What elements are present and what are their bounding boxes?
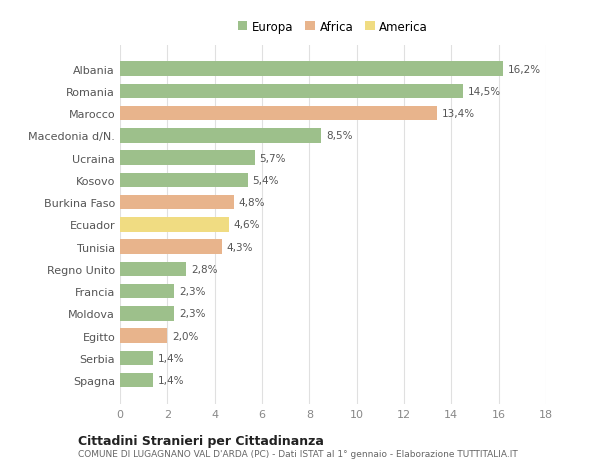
Text: 8,5%: 8,5% <box>326 131 352 141</box>
Text: 2,3%: 2,3% <box>179 309 206 319</box>
Bar <box>120 62 503 77</box>
Bar <box>120 129 321 143</box>
Bar <box>120 151 255 166</box>
Text: 4,6%: 4,6% <box>233 220 260 230</box>
Bar <box>120 240 222 254</box>
Bar <box>120 262 186 277</box>
Text: 2,3%: 2,3% <box>179 286 206 297</box>
Text: 2,0%: 2,0% <box>172 331 199 341</box>
Bar <box>120 307 175 321</box>
Legend: Europa, Africa, America: Europa, Africa, America <box>233 16 433 39</box>
Text: 1,4%: 1,4% <box>158 375 184 386</box>
Bar <box>120 329 167 343</box>
Text: 13,4%: 13,4% <box>442 109 475 119</box>
Bar <box>120 218 229 232</box>
Text: COMUNE DI LUGAGNANO VAL D'ARDA (PC) - Dati ISTAT al 1° gennaio - Elaborazione TU: COMUNE DI LUGAGNANO VAL D'ARDA (PC) - Da… <box>78 449 518 458</box>
Bar <box>120 284 175 299</box>
Text: Cittadini Stranieri per Cittadinanza: Cittadini Stranieri per Cittadinanza <box>78 434 324 447</box>
Text: 2,8%: 2,8% <box>191 264 218 274</box>
Bar <box>120 106 437 121</box>
Bar <box>120 196 233 210</box>
Text: 14,5%: 14,5% <box>468 87 501 96</box>
Text: 16,2%: 16,2% <box>508 64 541 74</box>
Bar <box>120 351 153 365</box>
Text: 4,8%: 4,8% <box>238 198 265 207</box>
Text: 4,3%: 4,3% <box>227 242 253 252</box>
Bar <box>120 84 463 99</box>
Bar <box>120 173 248 188</box>
Text: 1,4%: 1,4% <box>158 353 184 363</box>
Bar <box>120 373 153 388</box>
Text: 5,4%: 5,4% <box>253 175 279 185</box>
Text: 5,7%: 5,7% <box>260 153 286 163</box>
